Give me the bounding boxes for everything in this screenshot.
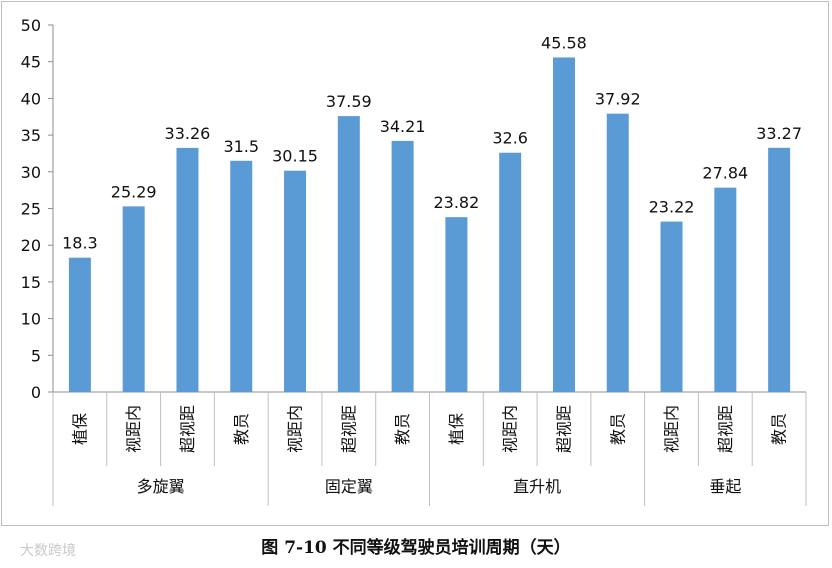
- y-tick-label: 50: [21, 16, 41, 35]
- bar: [714, 187, 737, 392]
- category-label: 视距内: [501, 405, 520, 453]
- group-label: 直升机: [513, 477, 561, 496]
- y-tick-label: 25: [21, 200, 41, 219]
- bar: [768, 147, 791, 392]
- y-tick-label: 10: [21, 310, 41, 329]
- group-label: 垂起: [709, 477, 741, 496]
- category-label: 视距内: [286, 405, 305, 453]
- category-label: 超视距: [716, 405, 735, 453]
- bar: [176, 147, 199, 392]
- bar: [337, 116, 360, 392]
- category-label: 教员: [608, 413, 627, 445]
- bar: [445, 217, 468, 392]
- y-tick-label: 5: [31, 346, 41, 365]
- data-label: 37.92: [595, 90, 641, 109]
- data-label: 34.21: [380, 117, 426, 136]
- bar: [68, 257, 91, 392]
- data-label: 27.84: [702, 164, 748, 183]
- data-label: 33.26: [165, 124, 211, 143]
- data-label: 18.3: [62, 234, 98, 253]
- group-label: 固定翼: [325, 477, 373, 496]
- group-label: 多旋翼: [137, 477, 185, 496]
- category-label: 教员: [232, 413, 251, 445]
- figure-caption: 图 7-10 不同等级驾驶员培训周期（天）: [261, 538, 571, 558]
- data-label: 45.58: [541, 33, 587, 52]
- y-tick-label: 20: [21, 236, 41, 255]
- category-label: 视距内: [124, 405, 143, 453]
- data-label: 30.15: [272, 147, 318, 166]
- data-label: 37.59: [326, 92, 372, 111]
- category-label: 植保: [70, 413, 89, 445]
- bar: [230, 160, 253, 392]
- bar: [552, 57, 575, 392]
- y-tick-label: 45: [21, 53, 41, 72]
- bar: [499, 152, 522, 392]
- bar-chart: 0 5 10 15 20 25 30 35 40 45 50 18.3 植保 25.29 视距内 33.26 超…: [21, 16, 807, 506]
- data-label: 32.6: [492, 129, 528, 148]
- category-label: 视距内: [662, 405, 681, 453]
- y-tick-label: 15: [21, 273, 41, 292]
- data-label: 33.27: [756, 124, 802, 143]
- bar: [660, 221, 683, 392]
- y-tick-label: 35: [21, 126, 41, 145]
- y-tick-label: 40: [21, 89, 41, 108]
- category-label: 超视距: [339, 405, 358, 453]
- bar: [122, 206, 145, 392]
- category-label: 植保: [447, 413, 466, 445]
- category-label: 超视距: [554, 405, 573, 453]
- data-label: 31.5: [223, 137, 259, 156]
- data-label: 23.82: [433, 193, 479, 212]
- category-label: 教员: [770, 413, 789, 445]
- data-label: 25.29: [111, 182, 157, 201]
- bar: [606, 113, 629, 392]
- y-tick-label: 0: [31, 383, 41, 402]
- bar: [391, 140, 414, 392]
- data-label: 23.22: [649, 198, 695, 217]
- category-label: 超视距: [178, 405, 197, 453]
- bar: [284, 170, 307, 392]
- watermark-text: 大数跨境: [20, 543, 76, 559]
- y-tick-label: 30: [21, 163, 41, 182]
- category-label: 教员: [393, 413, 412, 445]
